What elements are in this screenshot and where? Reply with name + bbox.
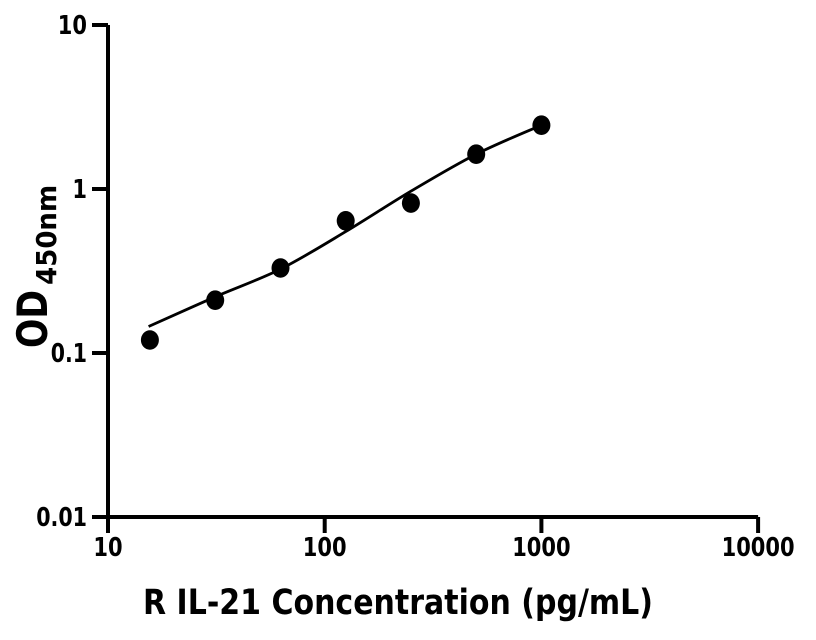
x-axis-title: R IL-21 Concentration (pg/mL) <box>143 583 653 623</box>
axes-layer: 0.01 0.1 1 10 10 100 1000 10000 <box>36 11 794 563</box>
y-axis-title: OD 450nm <box>8 185 63 348</box>
x-tick-label: 100 <box>303 533 347 563</box>
data-point <box>532 115 551 135</box>
y-axis-title-main: OD <box>8 290 57 348</box>
x-tick-label: 1000 <box>512 533 570 563</box>
y-tick-label: 10 <box>58 11 87 41</box>
data-point <box>401 193 420 213</box>
axis-spines <box>106 25 759 519</box>
y-axis-title-subscript: 450nm <box>30 185 63 285</box>
y-tick-label: 1 <box>72 175 87 205</box>
data-point <box>206 290 225 311</box>
data-point <box>467 144 486 164</box>
x-tick-label: 10000 <box>722 533 795 563</box>
y-tick-label: 0.01 <box>36 503 87 533</box>
data-point <box>336 211 355 231</box>
data-point <box>140 330 159 350</box>
y-tick-label: 0.1 <box>51 339 87 369</box>
data-point <box>271 258 290 278</box>
data-points-layer <box>140 115 551 350</box>
x-tick-label: 10 <box>93 533 122 563</box>
